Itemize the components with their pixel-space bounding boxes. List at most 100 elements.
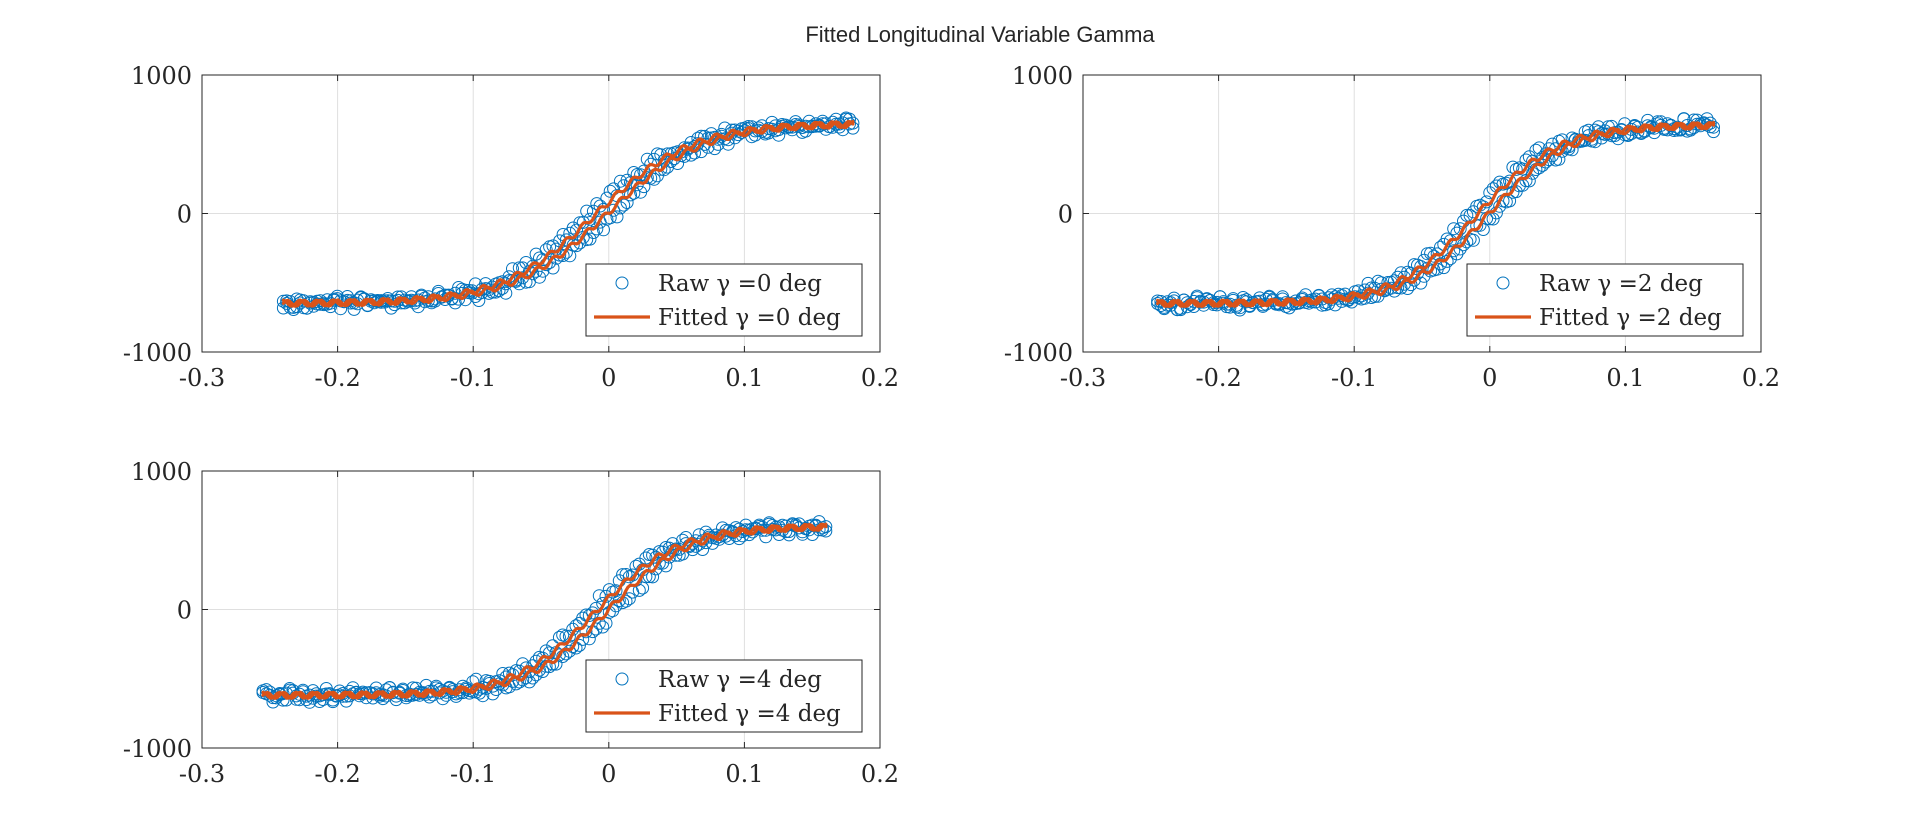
figure-title: Fitted Longitudinal Variable Gamma xyxy=(805,22,1155,47)
raw-point xyxy=(1529,143,1543,157)
legend: Raw γ =0 deg Fitted γ =0 deg xyxy=(585,263,863,337)
legend-box xyxy=(585,263,863,337)
x-tick-label: 0.2 xyxy=(861,760,899,788)
raw-point xyxy=(613,174,627,188)
raw-point xyxy=(819,122,833,136)
raw-point xyxy=(1404,266,1418,280)
raw-point xyxy=(1555,133,1569,147)
raw-point xyxy=(639,551,653,565)
raw-point xyxy=(607,203,621,217)
y-tick-label: -1000 xyxy=(123,339,192,367)
legend-raw-marker-icon xyxy=(615,672,629,686)
raw-point xyxy=(1243,299,1257,313)
legend-box xyxy=(585,659,863,733)
raw-point xyxy=(468,277,482,291)
y-tick-label: -1000 xyxy=(1004,339,1073,367)
x-tick-label: 0.1 xyxy=(1606,364,1644,392)
raw-point xyxy=(559,233,573,247)
subplot-gamma-4: -0.3 -0.2 -0.1 0 0.1 0.2 -1000 0 1000 Raw γ =4 de… xyxy=(123,458,899,788)
raw-point xyxy=(536,253,550,267)
raw-point xyxy=(1466,233,1480,247)
raw-point xyxy=(259,687,273,701)
x-tick-label: -0.2 xyxy=(314,760,360,788)
raw-point xyxy=(476,689,490,703)
legend: Raw γ =4 deg Fitted γ =4 deg xyxy=(585,659,863,733)
x-tick-label: 0 xyxy=(1482,364,1497,392)
raw-point xyxy=(394,290,408,304)
y-tick-label: 0 xyxy=(177,597,192,625)
legend: Raw γ =2 deg Fitted γ =2 deg xyxy=(1466,263,1744,337)
fitted-series-line xyxy=(1156,120,1716,308)
legend-raw-label: Raw γ =2 deg xyxy=(1539,271,1703,297)
raw-point xyxy=(637,164,651,178)
raw-point xyxy=(569,619,583,633)
x-tick-label: 0.1 xyxy=(725,364,763,392)
legend-box xyxy=(1466,263,1744,337)
raw-point xyxy=(1516,162,1530,176)
raw-point xyxy=(632,583,646,597)
raw-point xyxy=(634,168,648,182)
raw-point xyxy=(691,131,705,145)
raw-point xyxy=(299,693,313,707)
y-tick-label: 1000 xyxy=(131,458,192,486)
legend-fitted-label: Fitted γ =4 deg xyxy=(658,701,841,727)
raw-point xyxy=(583,212,597,226)
raw-point xyxy=(1154,295,1168,308)
raw-point xyxy=(1519,174,1533,188)
x-tick-label: 0.1 xyxy=(725,760,763,788)
raw-point xyxy=(1503,174,1517,188)
raw-point xyxy=(522,675,536,689)
x-tick-label: -0.1 xyxy=(450,760,496,788)
legend-fitted-label: Fitted γ =2 deg xyxy=(1539,305,1722,331)
raw-point xyxy=(1473,218,1487,232)
raw-point xyxy=(399,691,413,705)
raw-point xyxy=(626,568,640,582)
raw-point xyxy=(586,226,600,239)
raw-point xyxy=(583,232,597,246)
x-tick-label: -0.1 xyxy=(1331,364,1377,392)
y-tick-label: 1000 xyxy=(131,62,192,90)
y-tick-label: 1000 xyxy=(1012,62,1073,90)
subplot-gamma-0: -0.3 -0.2 -0.1 0 0.1 0.2 -1000 0 1000 Raw γ =0 de… xyxy=(123,62,899,392)
raw-point xyxy=(1364,281,1378,295)
raw-point xyxy=(609,584,623,598)
raw-point xyxy=(529,668,543,682)
y-tick-label: 0 xyxy=(177,201,192,229)
legend-fitted-label: Fitted γ =0 deg xyxy=(658,305,841,331)
x-tick-label: 0.2 xyxy=(1742,364,1780,392)
raw-point xyxy=(280,294,294,308)
fitted-series-line xyxy=(261,522,828,700)
x-tick-label: -0.2 xyxy=(314,364,360,392)
x-tick-label: -0.1 xyxy=(450,364,496,392)
raw-point xyxy=(1499,176,1513,190)
x-tick-label: 0 xyxy=(601,760,616,788)
legend-raw-marker-icon xyxy=(1496,276,1510,290)
raw-point xyxy=(592,589,606,603)
subplot-gamma-2: -0.3 -0.2 -0.1 0 0.1 0.2 -1000 0 1000 Raw γ =2 de… xyxy=(1004,62,1780,392)
y-tick-label: -1000 xyxy=(123,735,192,763)
raw-point xyxy=(1703,116,1717,130)
x-tick-label: -0.2 xyxy=(1195,364,1241,392)
raw-point xyxy=(596,597,610,610)
raw-point xyxy=(637,180,651,194)
legend-raw-label: Raw γ =4 deg xyxy=(658,667,822,693)
y-tick-label: 0 xyxy=(1058,201,1073,229)
raw-point xyxy=(610,210,624,224)
x-tick-label: -0.3 xyxy=(179,364,225,392)
fitted-series-line xyxy=(281,119,855,308)
legend-raw-label: Raw γ =0 deg xyxy=(658,271,822,297)
raw-point xyxy=(718,121,732,135)
raw-point xyxy=(1447,222,1461,236)
x-tick-label: -0.3 xyxy=(179,760,225,788)
raw-point xyxy=(596,620,610,634)
x-tick-label: 0 xyxy=(601,364,616,392)
raw-point xyxy=(533,270,546,284)
raw-point xyxy=(580,204,594,218)
legend-raw-marker-icon xyxy=(615,276,629,290)
x-tick-label: -0.3 xyxy=(1060,364,1106,392)
raw-point xyxy=(582,609,596,622)
raw-point xyxy=(586,606,600,620)
x-tick-label: 0.2 xyxy=(861,364,899,392)
raw-point xyxy=(1447,244,1461,258)
